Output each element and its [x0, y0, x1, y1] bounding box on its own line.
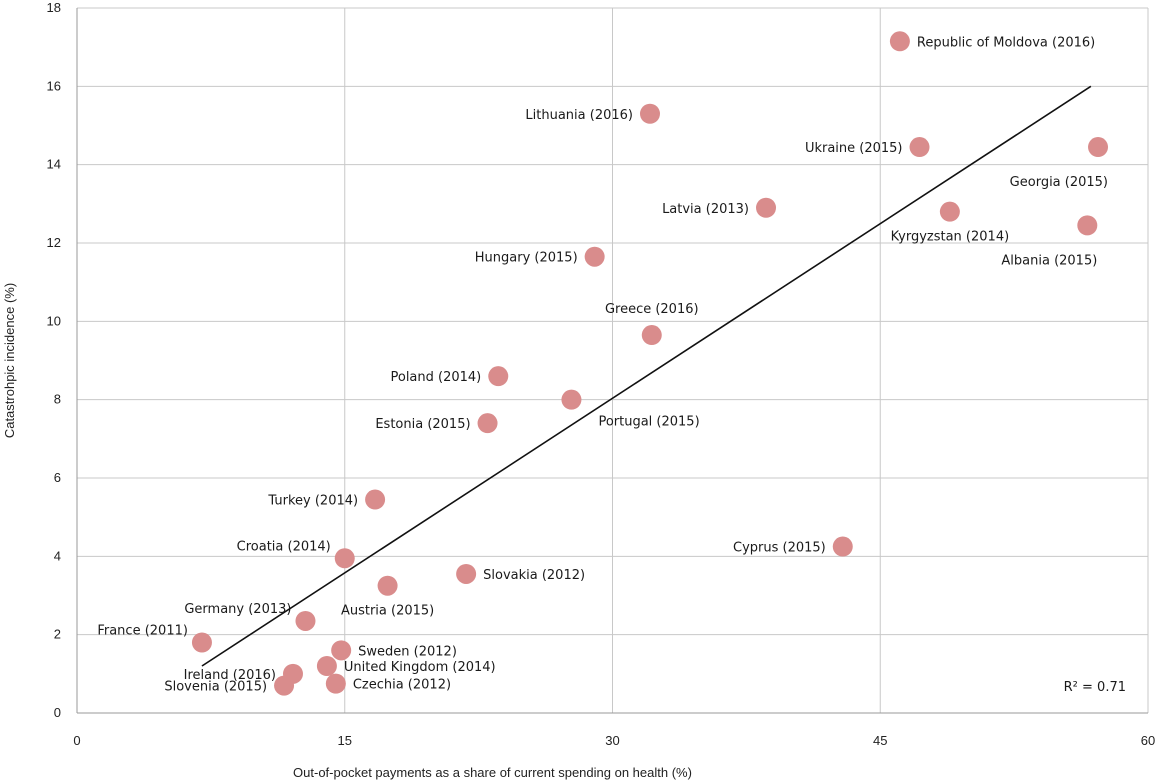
axes: 0 2 4 6 8 10 12 14 16 18 0 15 30 45 60 — [47, 0, 1156, 748]
x-axis-title: Out-of-pocket payments as a share of cur… — [293, 765, 692, 780]
trendline-group — [201, 85, 1092, 667]
data-point-label: Poland (2014) — [390, 370, 481, 385]
data-point — [365, 489, 386, 510]
data-point — [756, 197, 777, 218]
data-point — [295, 610, 316, 631]
data-point-label: Austria (2015) — [341, 604, 434, 619]
data-point-label: Slovakia (2012) — [483, 568, 585, 583]
data-point — [456, 563, 477, 584]
data-point-label: Hungary (2015) — [475, 251, 578, 266]
data-point-label: United Kingdom (2014) — [344, 660, 496, 675]
data-point-label: Lithuania (2016) — [525, 108, 633, 123]
data-point-label: Cyprus (2015) — [733, 541, 826, 556]
data-point — [889, 31, 910, 52]
data-point — [325, 673, 346, 694]
data-point — [334, 548, 355, 569]
data-point-label: Albania (2015) — [1001, 253, 1097, 268]
y-tick-label: 14 — [47, 157, 61, 172]
y-tick-label: 6 — [54, 470, 61, 485]
data-point-label: France (2011) — [97, 624, 188, 639]
data-point — [641, 325, 662, 346]
x-tick-label: 60 — [1141, 733, 1155, 748]
y-tick-label: 12 — [47, 235, 61, 250]
points-group — [191, 31, 1109, 696]
data-point — [477, 413, 498, 434]
y-tick-label: 8 — [54, 392, 61, 407]
data-point-label: Czechia (2012) — [353, 678, 451, 693]
y-tick-label: 4 — [54, 548, 61, 563]
y-axis-title: Catastrohpic incidence (%) — [2, 283, 17, 438]
y-tick-label: 10 — [47, 313, 61, 328]
point-labels-group: Republic of Moldova (2016) Lithuania (201… — [97, 35, 1108, 694]
data-point-label: Republic of Moldova (2016) — [917, 35, 1095, 50]
grid — [77, 7, 1149, 713]
data-point-label: Turkey (2014) — [267, 494, 358, 509]
trendline — [201, 85, 1092, 667]
y-tick-label: 0 — [54, 705, 61, 720]
data-point — [584, 246, 605, 267]
data-point — [1088, 137, 1109, 158]
x-tick-label: 45 — [873, 733, 887, 748]
data-point — [939, 201, 960, 222]
data-point — [488, 366, 509, 387]
data-point — [377, 575, 398, 596]
data-point — [191, 632, 212, 653]
data-point-label: Ukraine (2015) — [805, 141, 903, 156]
data-point — [1077, 215, 1098, 236]
data-point-label: Croatia (2014) — [237, 539, 331, 554]
data-point-label: Ireland (2016) — [184, 668, 276, 683]
data-point-label: Georgia (2015) — [1010, 175, 1108, 190]
data-point — [561, 389, 582, 410]
y-tick-label: 18 — [47, 0, 61, 15]
data-point-label: Germany (2013) — [184, 602, 291, 617]
data-point — [639, 103, 660, 124]
y-tick-label: 2 — [54, 627, 61, 642]
data-point — [316, 656, 337, 676]
r-squared-label: R² = 0.71 — [1064, 680, 1126, 695]
data-point-label: Sweden (2012) — [358, 644, 457, 659]
y-tick-label: 16 — [47, 78, 61, 93]
data-point — [832, 536, 853, 557]
data-point-label: Kyrgyzstan (2014) — [891, 230, 1010, 245]
data-point-label: Slovenia (2015) — [164, 680, 267, 695]
data-point — [331, 640, 352, 661]
data-point-label: Portugal (2015) — [598, 415, 699, 430]
data-point-label: Latvia (2013) — [662, 202, 749, 217]
data-point — [274, 675, 295, 696]
data-point — [909, 137, 930, 158]
x-tick-label: 30 — [605, 733, 619, 748]
x-tick-label: 0 — [73, 733, 80, 748]
x-tick-label: 15 — [338, 733, 352, 748]
data-point-label: Greece (2016) — [605, 302, 699, 317]
data-point-label: Estonia (2015) — [375, 417, 470, 432]
